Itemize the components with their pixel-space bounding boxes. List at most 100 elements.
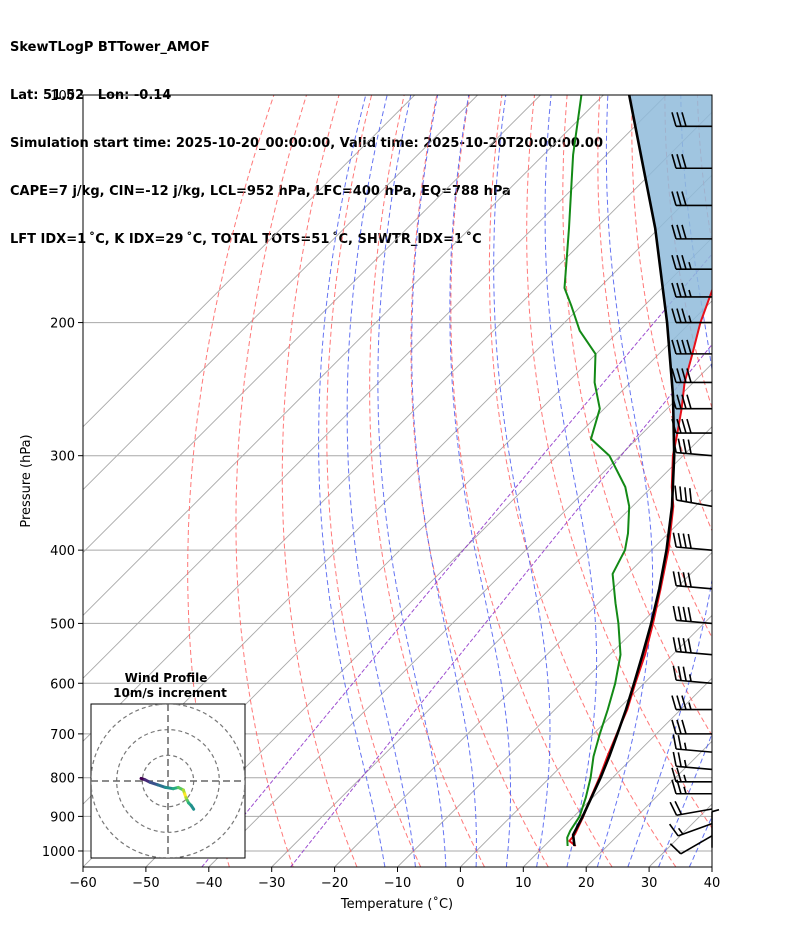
barb-flag: [671, 154, 677, 169]
wind-barb: [671, 418, 712, 434]
hodograph-plot: [91, 704, 245, 858]
barb-half-flag: [683, 742, 687, 751]
isotherm-line: [83, 95, 478, 491]
barb-flag: [681, 154, 687, 169]
isotherm-line: [208, 363, 712, 867]
barb-flag: [676, 112, 682, 127]
wind-barb: [671, 154, 712, 170]
x-tick-label: −20: [321, 876, 348, 891]
x-tick-label: 40: [704, 876, 721, 891]
barb-flag: [676, 224, 682, 240]
wind-barb: [669, 800, 713, 817]
isotherm-line: [145, 300, 712, 867]
barb-flag: [677, 532, 682, 548]
barb-flag: [686, 339, 692, 355]
barb-half-flag: [683, 786, 687, 794]
barb-flag: [676, 394, 682, 409]
convective-indices: CAPE=7 j/kg, CIN=-12 j/kg, LCL=952 hPa, …: [10, 184, 511, 199]
barb-flag: [672, 605, 677, 621]
y-tick-label: 500: [50, 617, 75, 632]
barb-shaft: [676, 619, 713, 625]
barb-flag: [669, 801, 678, 816]
barb-flag: [671, 719, 677, 735]
wind-barb: [671, 224, 712, 240]
isotherm-line: [460, 614, 712, 867]
wind-barb: [668, 822, 713, 837]
barb-flag: [684, 487, 688, 502]
barb-shaft: [676, 451, 713, 457]
barb-flag: [672, 532, 677, 548]
wind-barb: [671, 191, 712, 207]
barb-half-flag: [688, 702, 692, 710]
isotherm-line: [522, 677, 712, 867]
wind-barbs: [668, 112, 720, 855]
barb-flag: [677, 637, 682, 653]
wind-barb: [671, 368, 712, 384]
wind-barb: [671, 394, 712, 410]
isotherm-line: [83, 95, 416, 428]
dry-adiabat-line: [369, 95, 485, 867]
barb-shaft: [676, 765, 713, 771]
y-tick-label: 300: [50, 450, 75, 465]
moist-adiabat-line: [346, 95, 416, 867]
barb-flag: [676, 191, 682, 206]
barb-flag: [676, 154, 682, 169]
barb-flag: [689, 488, 693, 503]
barb-flag: [686, 368, 692, 383]
wind-barb: [672, 637, 713, 656]
moist-adiabat-line: [449, 95, 511, 867]
barb-flag: [676, 282, 682, 298]
barb-half-flag: [688, 289, 692, 298]
barb-flag: [676, 339, 682, 355]
barb-shaft: [676, 650, 713, 656]
moist-adiabat-line: [411, 95, 477, 867]
barb-flag: [687, 572, 692, 588]
isotherm-line: [83, 95, 541, 554]
barb-half-flag: [677, 827, 684, 835]
wind-barb: [671, 254, 712, 271]
barb-flag: [687, 638, 692, 654]
wind-barb: [672, 605, 713, 625]
hodograph-subtitle: 10m/s increment: [113, 686, 227, 700]
barb-flag: [681, 254, 687, 270]
isotherm-line: [83, 95, 667, 679]
x-tick-label: −50: [132, 876, 159, 891]
barb-flag: [671, 418, 677, 434]
barb-flag: [681, 418, 687, 434]
dry-adiabat-line: [410, 95, 549, 867]
isotherm-line: [271, 426, 712, 867]
wind-barb: [711, 808, 720, 848]
barb-half-flag: [688, 261, 692, 270]
wind-barb: [671, 719, 712, 735]
chart-header: SkewTLogP BTTower_AMOF Lat: 51.52 Lon: -…: [10, 8, 603, 264]
barb-half-flag: [683, 774, 687, 783]
dry-adiabat-line: [597, 95, 712, 639]
barb-flag: [681, 282, 687, 298]
y-tick-label: 900: [50, 810, 75, 825]
barb-flag: [676, 695, 682, 710]
barb-shaft: [676, 679, 713, 685]
barb-flag: [672, 637, 677, 652]
barb-shaft: [676, 499, 713, 508]
barb-shaft: [676, 584, 713, 590]
barb-flag: [687, 607, 692, 622]
dry-adiabat-line: [562, 95, 712, 737]
barb-flag: [677, 752, 682, 767]
simulation-times: Simulation start time: 2025-10-20_00:00:…: [10, 136, 603, 151]
isotherm-line: [334, 488, 712, 867]
barb-flag: [671, 695, 677, 710]
barb-flag: [674, 485, 678, 501]
y-tick-label: 800: [50, 772, 75, 787]
hodograph-inset: Wind Profile 10m/s increment: [90, 671, 246, 859]
barb-flag: [677, 571, 682, 587]
isotherm-line: [711, 866, 712, 867]
wind-barb: [671, 339, 712, 355]
barb-flag: [677, 734, 682, 750]
barb-flag: [671, 394, 677, 409]
barb-shaft: [676, 748, 713, 753]
wind-barb: [671, 308, 712, 324]
barb-flag: [681, 695, 687, 710]
barb-flag: [671, 308, 677, 323]
wind-barb: [672, 532, 713, 551]
